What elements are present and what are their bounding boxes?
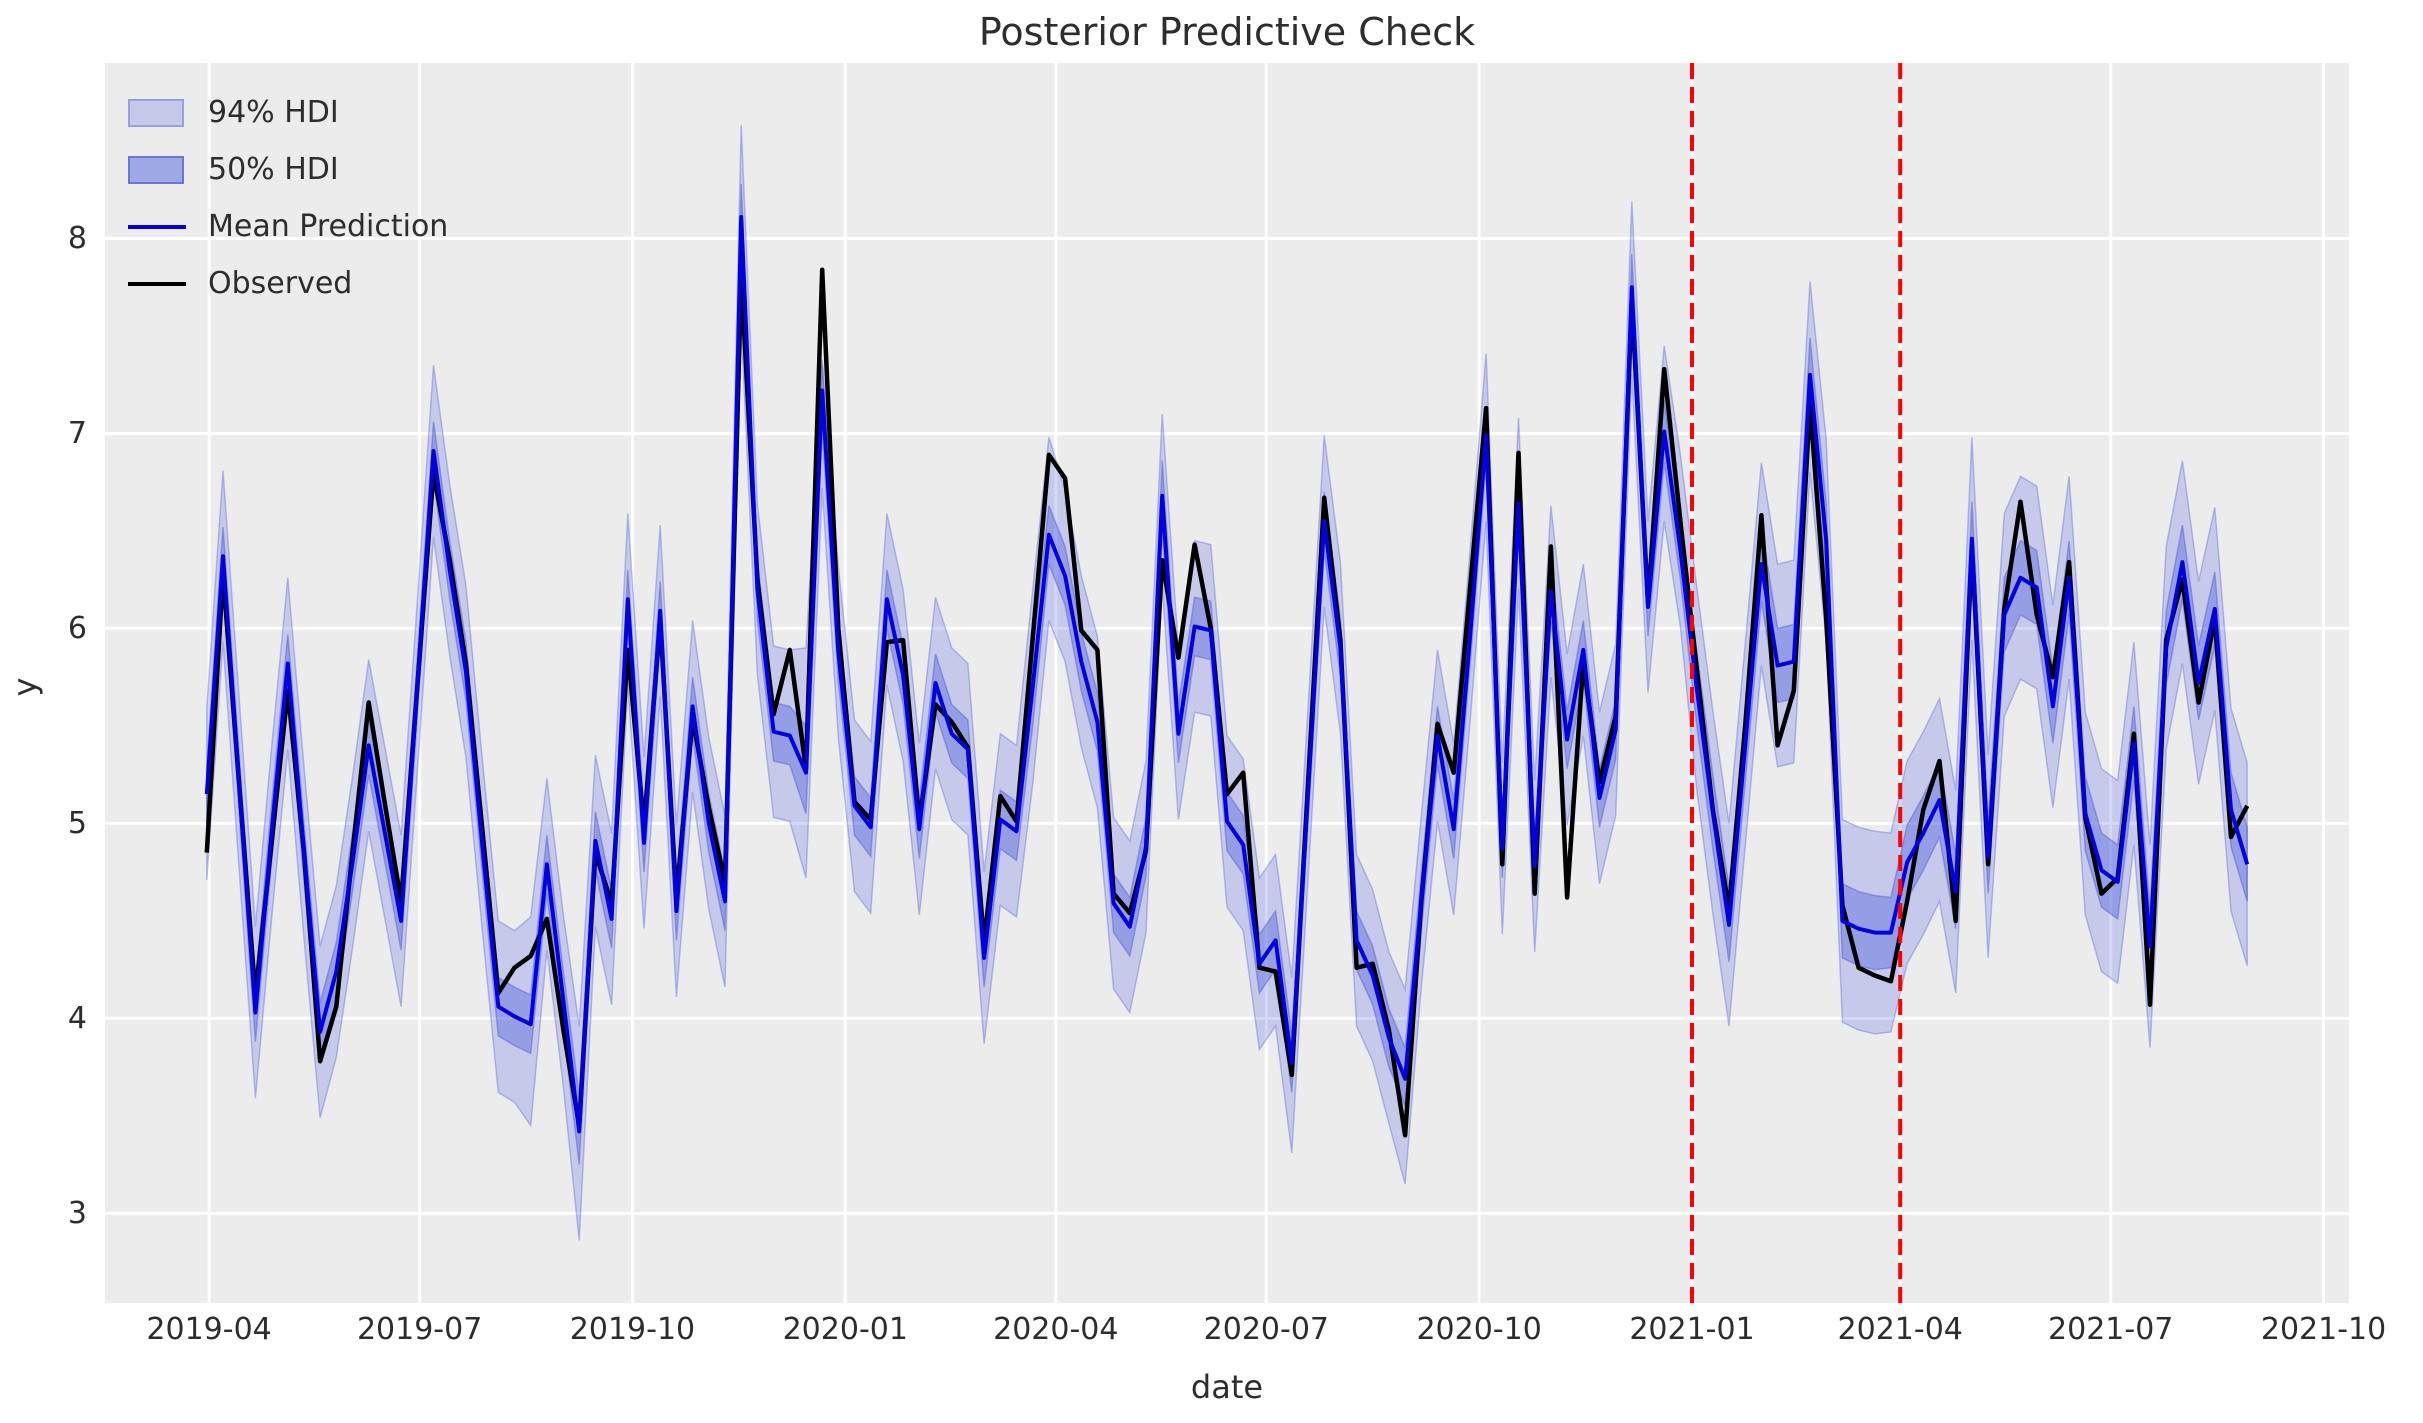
x-tick-label: 2021-01 <box>1629 1312 1754 1347</box>
y-axis-label: y <box>6 677 44 697</box>
legend-item-50-hdi: 50% HDI <box>128 141 448 198</box>
y-tick-label: 8 <box>68 221 87 256</box>
x-tick-label: 2021-10 <box>2261 1312 2386 1347</box>
x-tick-label: 2020-10 <box>1416 1312 1541 1347</box>
x-axis-label: date <box>1190 1368 1264 1406</box>
legend-label-observed: Observed <box>208 265 353 301</box>
hdi94-swatch-icon <box>128 98 184 127</box>
legend-label-mean-prediction: Mean Prediction <box>208 208 449 244</box>
legend-item-observed: Observed <box>128 255 448 312</box>
x-tick-label: 2021-07 <box>2048 1312 2173 1347</box>
legend-label-94-hdi: 94% HDI <box>208 94 339 130</box>
plot-background <box>105 63 2349 1303</box>
observed-line <box>204 267 2250 1138</box>
x-tick-label: 2020-01 <box>783 1312 908 1347</box>
legend-label-50-hdi: 50% HDI <box>208 151 339 187</box>
mean-line-icon <box>128 224 186 229</box>
mean-prediction-line <box>204 215 2250 1134</box>
legend: 94% HDI 50% HDI Mean Prediction Observed <box>128 84 448 312</box>
y-tick-label: 4 <box>68 1001 87 1036</box>
x-tick-label: 2019-10 <box>570 1312 695 1347</box>
chart-title: Posterior Predictive Check <box>978 10 1476 54</box>
legend-item-94-hdi: 94% HDI <box>128 84 448 141</box>
hdi-94-band <box>206 125 2248 1241</box>
y-tick-label: 7 <box>68 416 87 451</box>
x-tick-label: 2020-04 <box>993 1312 1118 1347</box>
y-tick-label: 3 <box>68 1196 87 1231</box>
observed-line-icon <box>128 281 186 286</box>
x-tick-label: 2020-07 <box>1204 1312 1329 1347</box>
x-tick-label: 2021-04 <box>1838 1312 1963 1347</box>
hdi50-swatch-icon <box>128 155 184 184</box>
legend-item-mean-prediction: Mean Prediction <box>128 198 448 255</box>
x-tick-label: 2019-07 <box>357 1312 482 1347</box>
x-tick-label: 2019-04 <box>146 1312 271 1347</box>
y-tick-label: 5 <box>68 806 87 841</box>
y-tick-label: 6 <box>68 611 87 646</box>
